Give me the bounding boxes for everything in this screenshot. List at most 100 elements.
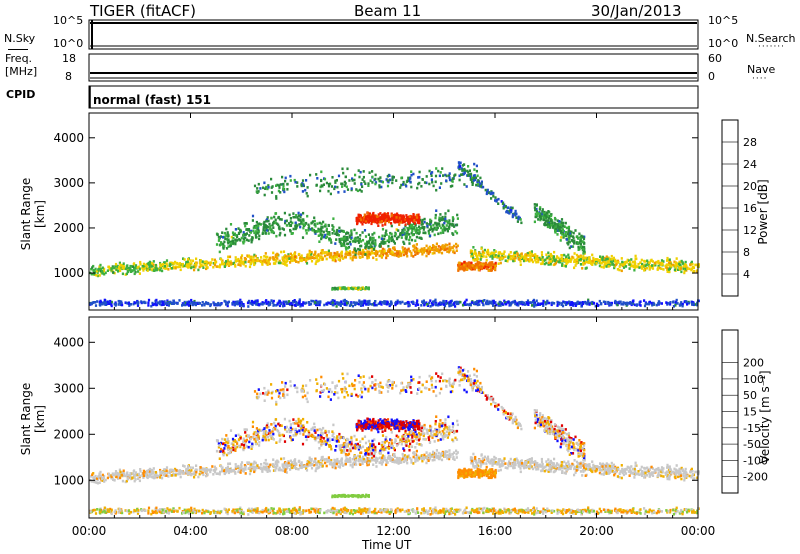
power-cell bbox=[681, 302, 684, 306]
power-cell bbox=[296, 216, 299, 219]
power-cell bbox=[680, 301, 683, 304]
velocity-cell bbox=[348, 456, 351, 460]
power-cell bbox=[679, 267, 683, 270]
velocity-cell bbox=[309, 461, 312, 465]
power-cell bbox=[415, 301, 418, 305]
power-cell bbox=[499, 261, 502, 265]
power-cell bbox=[134, 266, 137, 270]
power-cell bbox=[174, 266, 177, 270]
power-cell bbox=[174, 260, 177, 264]
power-cell bbox=[444, 302, 447, 305]
power-cell bbox=[241, 261, 244, 264]
power-cell bbox=[607, 265, 610, 268]
power-cell bbox=[680, 270, 683, 274]
velocity-cell bbox=[446, 454, 449, 457]
velocity-cell bbox=[243, 464, 246, 467]
power-cell bbox=[644, 302, 647, 305]
power-cell bbox=[323, 235, 326, 239]
power-cell bbox=[345, 303, 348, 307]
power-cell bbox=[393, 242, 396, 245]
power-cell bbox=[495, 198, 498, 202]
power-cell bbox=[458, 178, 461, 182]
power-cell bbox=[299, 259, 302, 262]
power-cell bbox=[374, 173, 377, 177]
power-cell bbox=[538, 208, 541, 211]
power-cell bbox=[579, 237, 582, 241]
power-cell bbox=[333, 256, 336, 259]
power-cell bbox=[621, 260, 624, 264]
power-cell bbox=[389, 300, 392, 303]
power-cell bbox=[361, 231, 364, 234]
velocity-cell bbox=[380, 458, 383, 462]
power-cell bbox=[453, 251, 456, 255]
power-cell bbox=[354, 253, 357, 257]
power-cell bbox=[240, 261, 243, 265]
power-cell bbox=[243, 222, 246, 225]
power-cell bbox=[646, 261, 650, 264]
velocity-cell bbox=[310, 457, 313, 461]
power-cell bbox=[582, 259, 586, 263]
power-cell bbox=[364, 253, 367, 256]
power-cell bbox=[161, 263, 164, 267]
power-cell bbox=[227, 263, 230, 266]
power-cell bbox=[111, 266, 114, 270]
power-cell bbox=[357, 252, 360, 256]
power-cell bbox=[121, 266, 124, 269]
power-cell bbox=[278, 304, 282, 308]
velocity-cell bbox=[442, 453, 445, 457]
power-cell bbox=[607, 260, 610, 263]
power-cell bbox=[328, 238, 331, 242]
power-cell bbox=[685, 300, 688, 304]
power-cell bbox=[342, 299, 345, 303]
power-cell bbox=[118, 261, 121, 265]
velocity-cell bbox=[253, 470, 256, 474]
power-cell bbox=[229, 244, 232, 248]
power-cell bbox=[581, 236, 584, 239]
velocity-cell bbox=[237, 470, 240, 474]
power-cell bbox=[416, 231, 419, 235]
power-cell bbox=[409, 180, 412, 184]
power-cell bbox=[511, 215, 514, 219]
power-cell bbox=[382, 240, 385, 244]
power-cell bbox=[657, 266, 660, 270]
power-cell bbox=[152, 263, 155, 267]
power-cell bbox=[441, 245, 444, 249]
power-cell bbox=[287, 222, 291, 225]
power-cell bbox=[427, 252, 430, 256]
power-cell bbox=[658, 261, 661, 265]
power-cell bbox=[581, 301, 584, 304]
power-cell bbox=[407, 220, 410, 223]
power-cell bbox=[402, 183, 405, 186]
power-cell bbox=[147, 267, 150, 271]
power-cell bbox=[308, 249, 311, 253]
power-cell bbox=[252, 255, 255, 259]
power-cell bbox=[497, 302, 500, 305]
power-cell bbox=[395, 179, 398, 182]
power-cell bbox=[473, 162, 476, 166]
power-cell bbox=[345, 248, 348, 251]
power-cell bbox=[463, 266, 466, 269]
power-cell bbox=[357, 214, 361, 217]
power-cell bbox=[561, 262, 564, 265]
power-cell bbox=[117, 270, 120, 273]
power-cell bbox=[420, 247, 423, 251]
velocity-cell bbox=[371, 458, 374, 462]
power-cell bbox=[137, 265, 140, 269]
power-cell bbox=[246, 254, 249, 257]
power-cell bbox=[435, 303, 438, 307]
power-cell bbox=[117, 303, 120, 306]
power-cell bbox=[400, 236, 403, 239]
power-cell bbox=[154, 266, 157, 270]
power-cell bbox=[410, 238, 414, 242]
power-cell bbox=[629, 301, 632, 304]
power-cell bbox=[574, 229, 577, 232]
velocity-cell bbox=[433, 455, 436, 459]
power-cell bbox=[334, 179, 337, 183]
power-cell bbox=[546, 299, 549, 303]
power-cell bbox=[423, 249, 426, 253]
power-cell bbox=[377, 302, 380, 306]
power-cell bbox=[457, 263, 460, 267]
power-cell bbox=[247, 254, 251, 258]
power-cell bbox=[342, 230, 345, 233]
power-cell bbox=[281, 175, 284, 179]
